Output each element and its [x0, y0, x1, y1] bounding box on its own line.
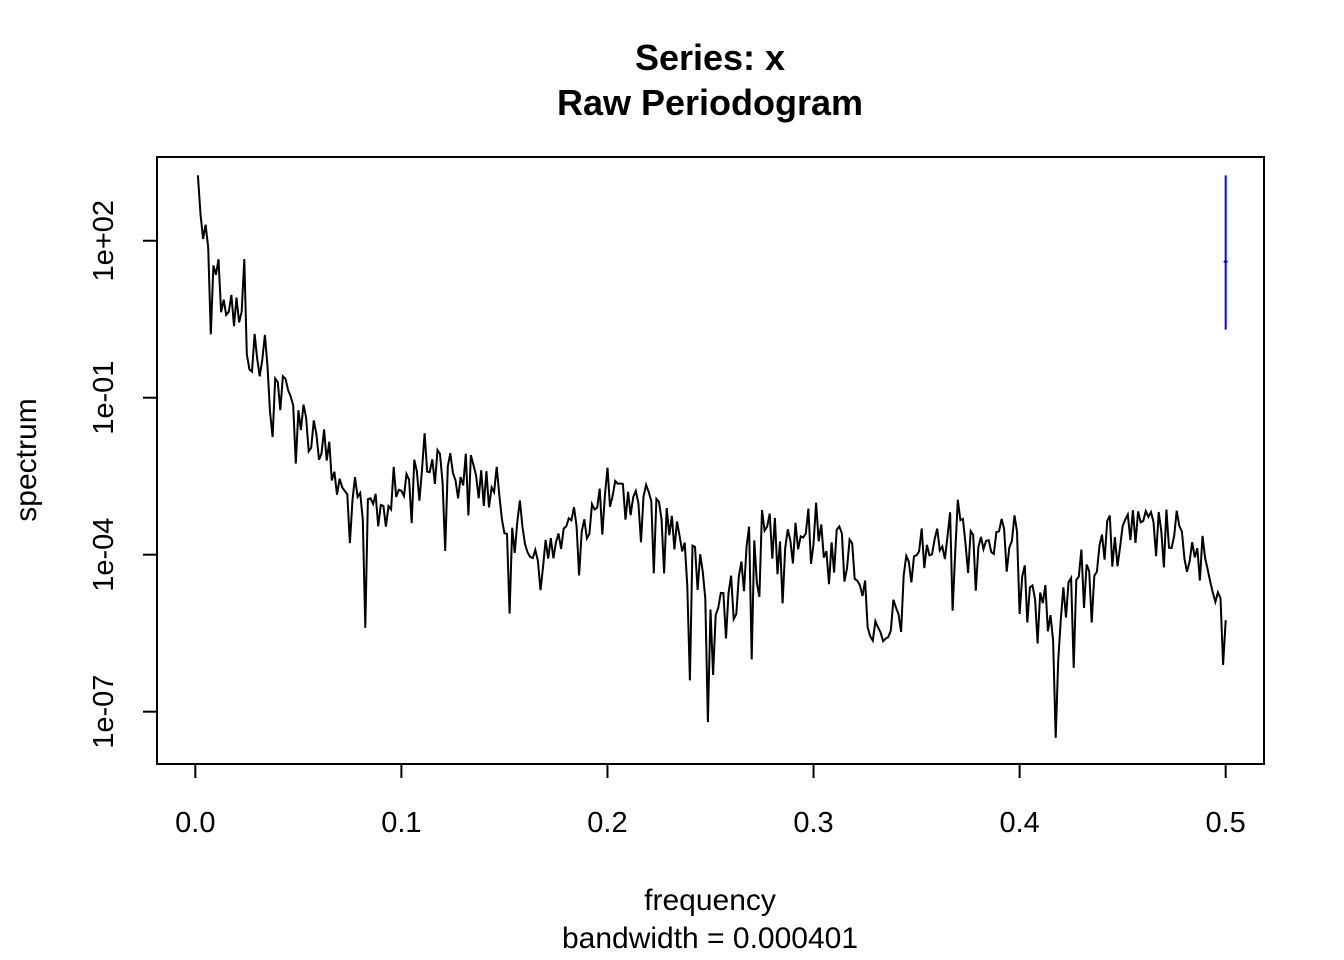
y-tick-label: 1e-01: [88, 361, 120, 435]
chart-title: Series: x: [635, 37, 785, 78]
bandwidth-marker: [1223, 175, 1228, 330]
y-tick-label: 1e+02: [88, 200, 120, 281]
x-tick-label: 0.4: [999, 807, 1039, 839]
y-tick-label: 1e-07: [88, 675, 120, 749]
y-axis: 1e+02 1e-01 1e-04 1e-07: [88, 200, 158, 749]
x-tick-label: 0.5: [1206, 807, 1246, 839]
y-axis-label: spectrum: [10, 398, 43, 521]
plot-frame: [156, 156, 1265, 765]
x-axis: 0.0 0.1 0.2 0.3 0.4 0.5: [175, 763, 1246, 839]
x-tick-label: 0.3: [793, 807, 833, 839]
x-axis-label: frequency: [644, 884, 776, 917]
chart-subtitle: Raw Periodogram: [557, 82, 863, 123]
x-tick-label: 0.2: [587, 807, 627, 839]
x-tick-label: 0.0: [175, 807, 215, 839]
x-axis-sublabel: bandwidth = 0.000401: [562, 922, 858, 955]
spectrum-series-line: [196, 175, 1227, 738]
y-tick-label: 1e-04: [88, 518, 120, 592]
x-tick-label: 0.1: [381, 807, 421, 839]
